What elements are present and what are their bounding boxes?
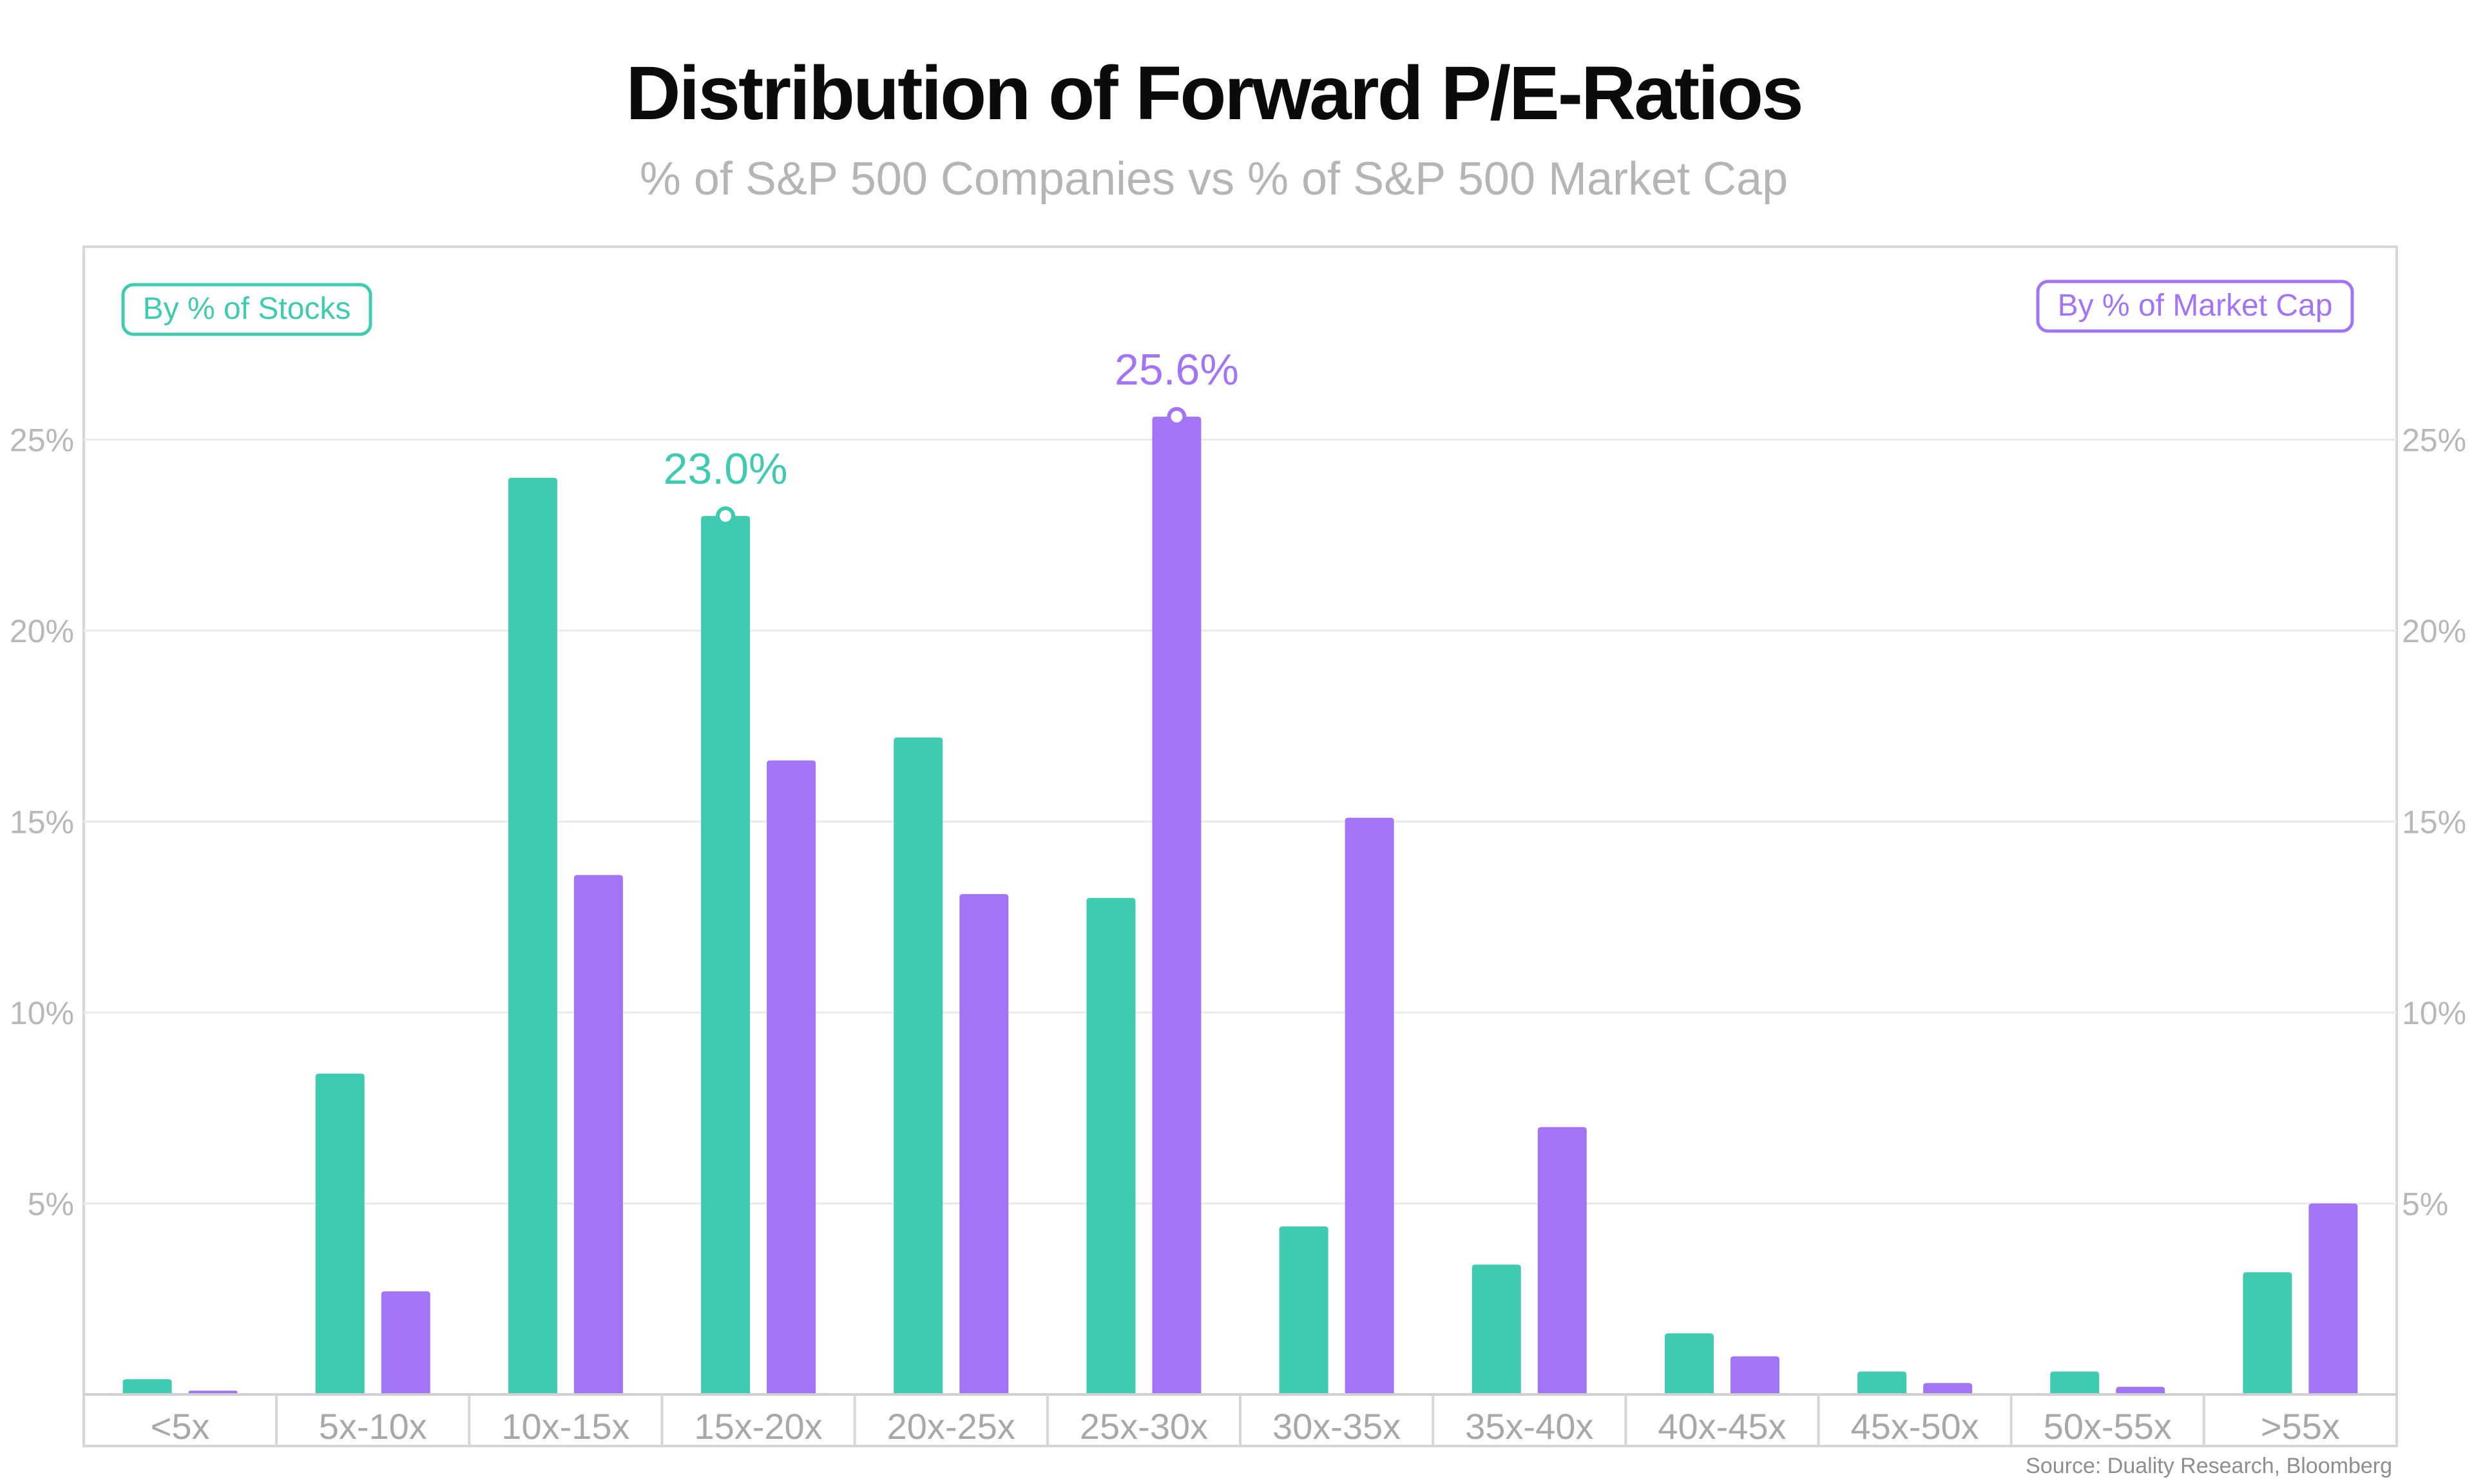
bar-stocks-5x: [122, 1379, 172, 1394]
bar-market-cap-10x15x: [573, 875, 623, 1394]
x-tick-label: 40x-45x: [1658, 1406, 1786, 1447]
x-tick-label: 45x-50x: [1850, 1406, 1979, 1447]
gridlines: [84, 439, 2397, 1204]
legend-market-cap-box: [2036, 280, 2354, 333]
bar-market-cap-40x45x: [1730, 1356, 1779, 1394]
y-tick-label-left: 20%: [10, 613, 74, 649]
bar-stocks-45x50x: [1857, 1371, 1907, 1394]
x-tick-label: 20x-25x: [887, 1406, 1015, 1447]
bar-stocks-35x40x: [1472, 1264, 1521, 1394]
y-tick-label-left: 15%: [10, 804, 74, 841]
bar-stocks-25x30x: [1086, 898, 1136, 1394]
y-tick-label-right: 20%: [2402, 613, 2466, 649]
annotations: 23.0% 25.6%: [664, 345, 1239, 526]
bar-stocks-20x25x: [894, 737, 943, 1394]
bar-market-cap-35x40x: [1537, 1127, 1587, 1394]
y-tick-label-left: 5%: [28, 1186, 74, 1222]
x-tick-label: 50x-55x: [2044, 1406, 2172, 1447]
bar-stocks-50x55x: [2050, 1371, 2100, 1394]
bar-market-cap-20x25x: [959, 894, 1009, 1394]
y-tick-label-right: 25%: [2402, 423, 2466, 459]
x-tick-label: >55x: [2261, 1406, 2340, 1447]
legend-stocks-label: By % of Stocks: [143, 292, 351, 326]
legend-stocks-box: [121, 283, 372, 336]
x-tick-label: 15x-20x: [694, 1406, 822, 1447]
x-tick-label: 5x-10x: [319, 1406, 427, 1447]
annotation-label: 23.0%: [664, 444, 788, 493]
chart-title: Distribution of Forward P/E-Ratios: [626, 51, 1801, 136]
bar-stocks-5x10x: [315, 1073, 365, 1394]
bar-stocks-15x20x: [701, 516, 751, 1394]
y-tick-label-right: 15%: [2402, 804, 2466, 841]
bar-stocks-10x15x: [508, 477, 557, 1394]
bar-market-cap-25x30x: [1152, 416, 1202, 1395]
annotation-label: 25.6%: [1115, 345, 1239, 394]
bar-stocks-55x: [2243, 1272, 2292, 1394]
x-tick-label: 30x-35x: [1272, 1406, 1401, 1447]
annotation-marker: [1167, 406, 1187, 426]
bar-market-cap-5x10x: [381, 1291, 430, 1394]
bar-market-cap-45x50x: [1923, 1383, 1973, 1394]
x-tick-label: 10x-15x: [501, 1406, 629, 1447]
source-note: Source: Duality Research, Bloomberg: [2026, 1454, 2392, 1478]
y-tick-label-left: 10%: [10, 995, 74, 1031]
y-tick-label-right: 10%: [2402, 995, 2466, 1031]
legend-stocks: By % of Stocks: [121, 283, 372, 336]
bar-market-cap-55x: [2308, 1203, 2358, 1394]
bar-market-cap-30x35x: [1345, 817, 1394, 1394]
chart-subtitle: % of S&P 500 Companies vs % of S&P 500 M…: [640, 153, 1788, 205]
x-tick-label: 25x-30x: [1080, 1406, 1208, 1447]
bars: [122, 416, 2358, 1395]
plot-border: [82, 245, 2398, 1447]
axes: 5% 5% 10% 10% 15% 15% 20% 20% 25% 25% <5x 5x-10x 10x…: [10, 423, 2466, 1447]
legend-market-cap: By % of Market Cap: [2036, 280, 2354, 333]
bar-market-cap-15x20x: [767, 760, 816, 1394]
x-tick-label: 35x-40x: [1465, 1406, 1593, 1447]
bar-market-cap-50x55x: [2116, 1387, 2165, 1394]
y-tick-label-right: 5%: [2402, 1186, 2448, 1222]
bar-stocks-40x45x: [1664, 1333, 1714, 1394]
x-tick-label: <5x: [151, 1406, 210, 1447]
y-tick-label-left: 25%: [10, 423, 74, 459]
bar-stocks-30x35x: [1279, 1226, 1328, 1394]
plot-frame: [82, 245, 2398, 1447]
annotation-marker: [716, 506, 736, 526]
legend-market-cap-label: By % of Market Cap: [2058, 289, 2333, 323]
